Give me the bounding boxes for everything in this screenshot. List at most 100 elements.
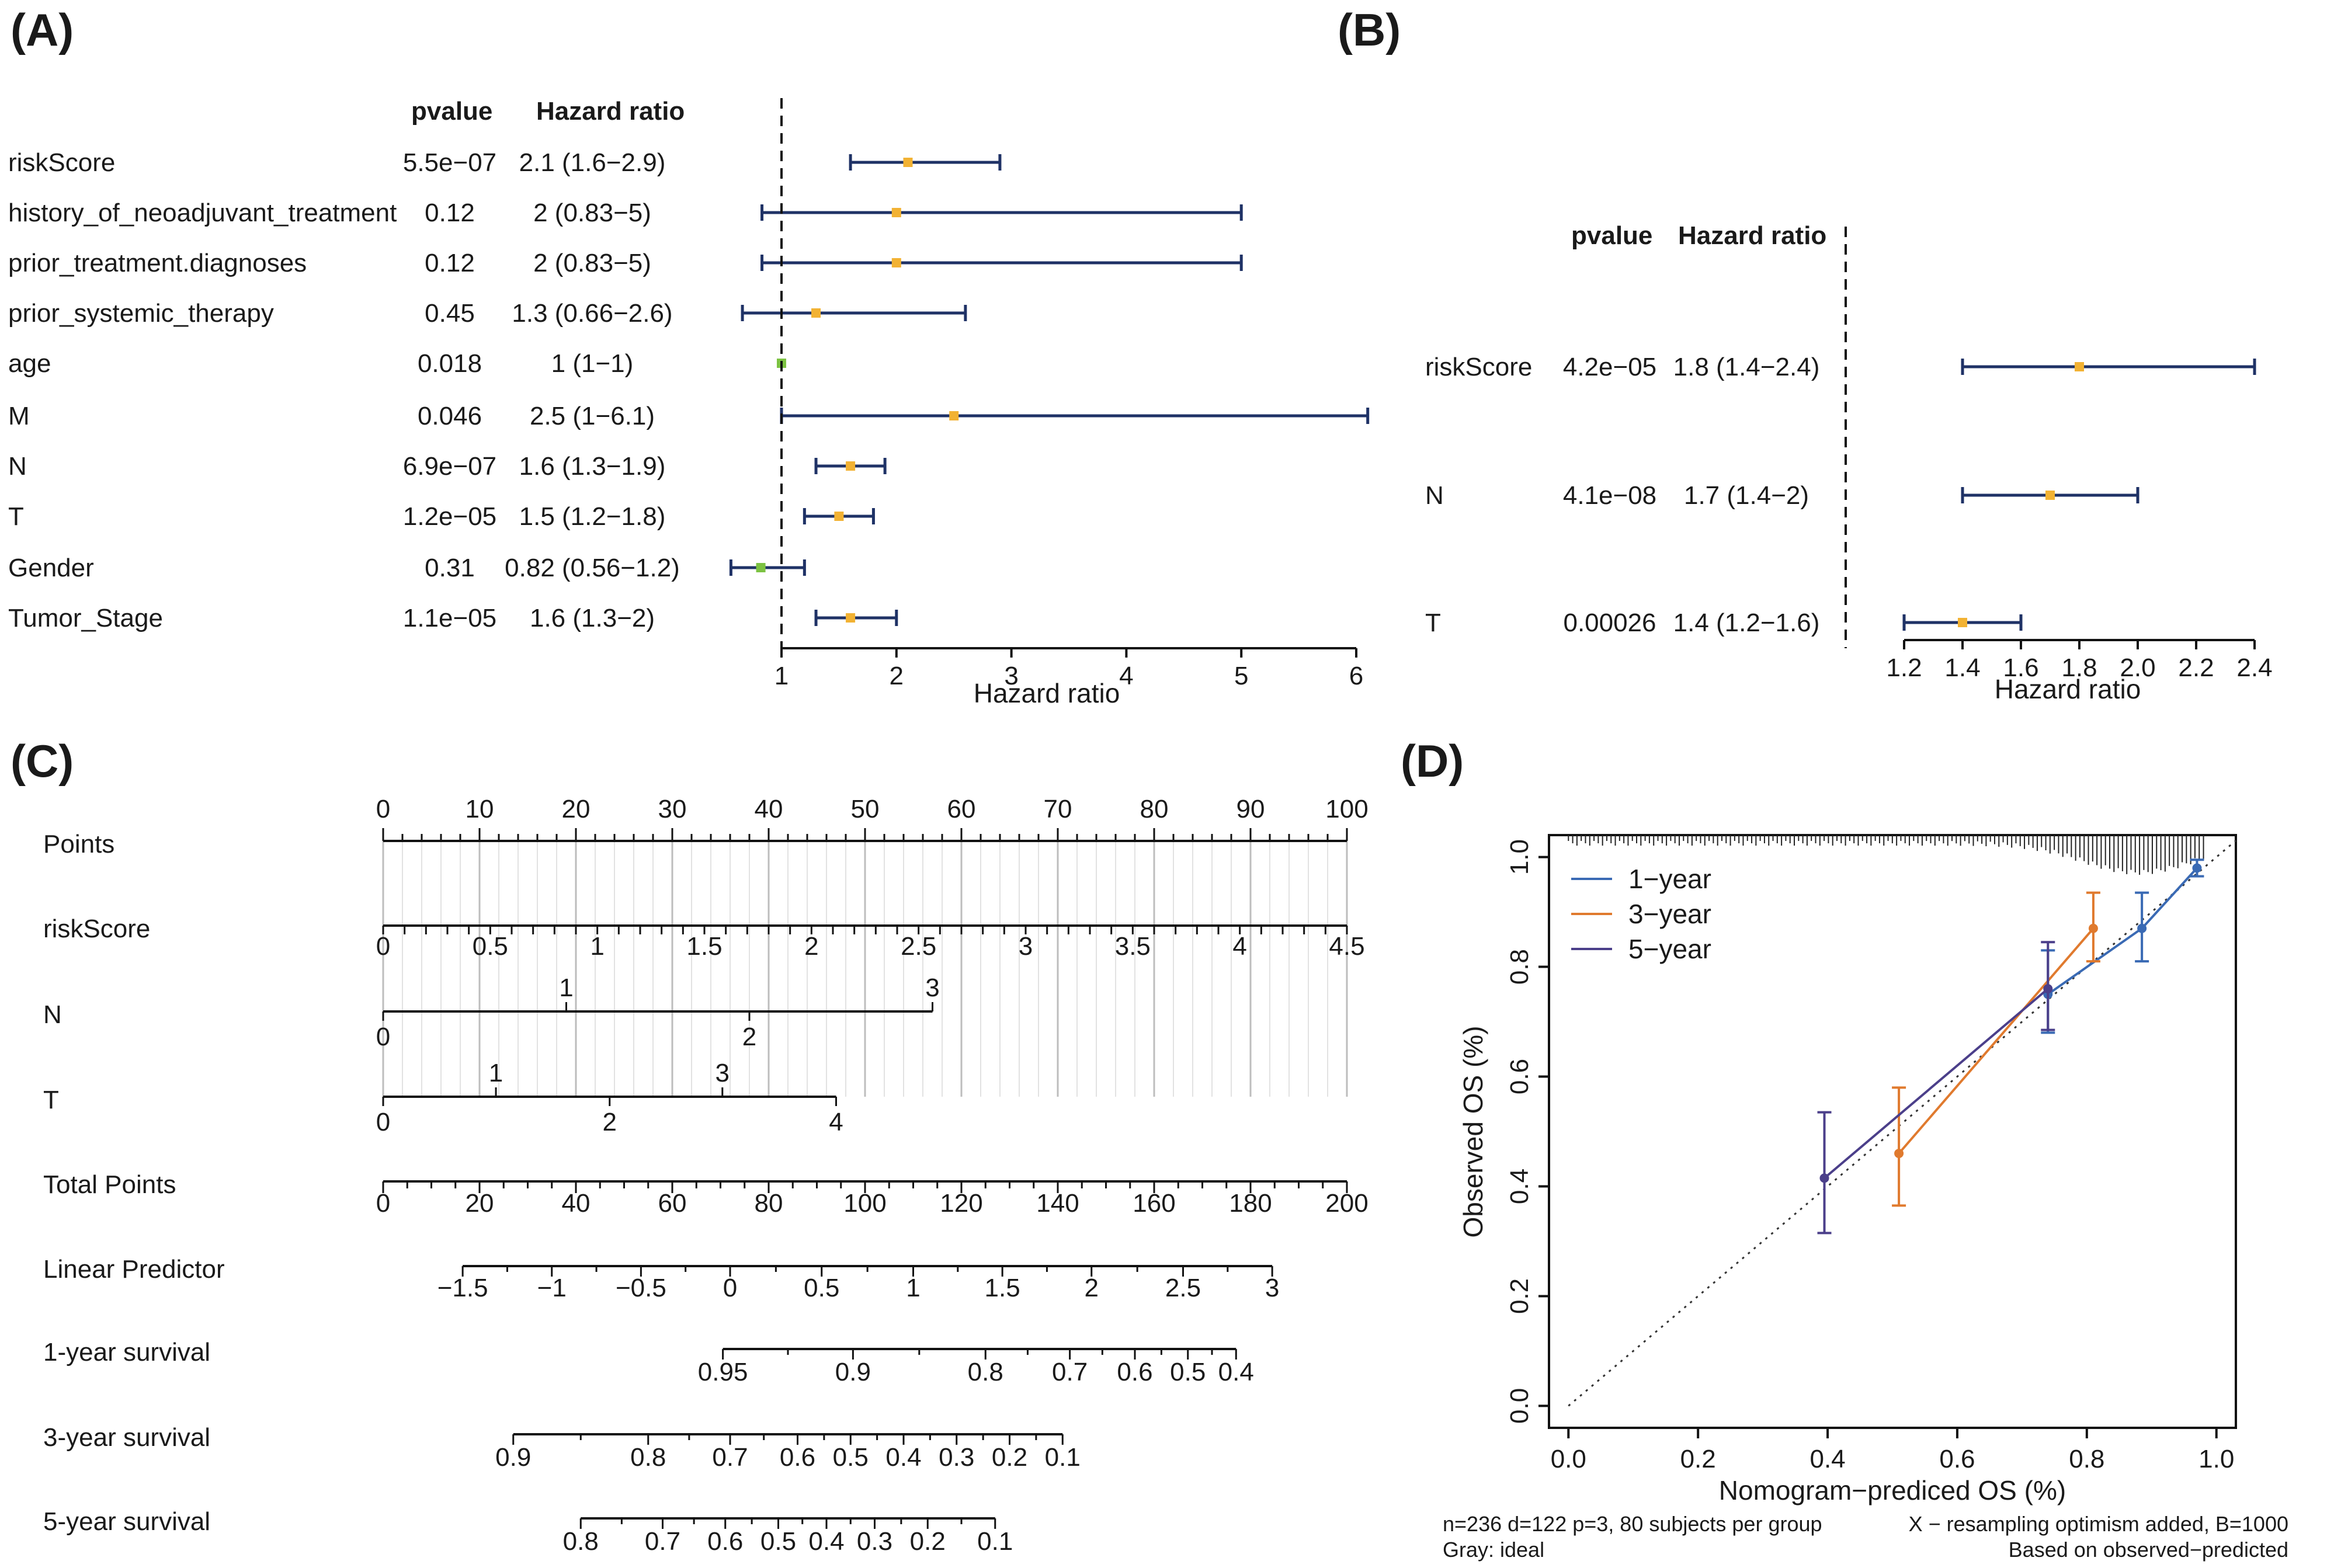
total-points-tick-label: 20 — [466, 1189, 494, 1218]
scale-tick-label: 2 — [1085, 1274, 1099, 1302]
footnote-left-1: n=236 d=122 p=3, 80 subjects per group — [1443, 1512, 1822, 1536]
scale-label: 1-year survival — [43, 1338, 210, 1367]
x-tick-label: 1.6 — [2003, 653, 2038, 682]
points-tick-label: 90 — [1237, 795, 1265, 823]
n-tick-label: 0 — [376, 1023, 390, 1051]
scale-tick-label: 0.2 — [910, 1527, 946, 1556]
row-hr-text: 1.6 (1.3−1.9) — [519, 452, 666, 481]
data-point — [2088, 923, 2098, 933]
row-pvalue: 4.1e−08 — [1563, 481, 1656, 510]
points-tick-label: 50 — [851, 795, 880, 823]
scale-tick-label: 0.2 — [992, 1443, 1027, 1472]
riskscore-tick-label: 0 — [376, 932, 390, 961]
points-tick-label: 20 — [562, 795, 591, 823]
x-tick-label: 0.2 — [1680, 1445, 1716, 1473]
series-line — [2047, 867, 2198, 996]
scale-tick-label: 0.1 — [977, 1527, 1013, 1556]
hr-point — [2045, 491, 2055, 500]
scale-label: 3-year survival — [43, 1423, 210, 1452]
x-tick-label: 2.2 — [2178, 653, 2214, 682]
riskscore-tick-label: 3.5 — [1115, 932, 1151, 961]
row-pvalue: 6.9e−07 — [403, 452, 496, 481]
scale-tick-label: 0.8 — [968, 1358, 1003, 1386]
riskscore-tick-label: 4.5 — [1329, 932, 1364, 961]
series-line — [1898, 927, 2095, 1155]
row-pvalue: 1.2e−05 — [403, 502, 496, 531]
scale-tick-label: 0.7 — [645, 1527, 680, 1556]
scale-tick-label: 0.9 — [495, 1443, 531, 1472]
hr-point — [834, 512, 844, 521]
row-hr-text: 2.5 (1−6.1) — [530, 402, 655, 430]
col-header-pvalue: pvalue — [411, 97, 492, 126]
points-tick-label: 70 — [1044, 795, 1072, 823]
row-hr-text: 2 (0.83−5) — [533, 249, 651, 277]
hr-point — [903, 158, 913, 167]
hr-point — [1958, 618, 1967, 627]
scale-tick-label: 0.8 — [563, 1527, 599, 1556]
row-hr-text: 0.82 (0.56−1.2) — [505, 554, 680, 582]
col-header-pvalue: pvalue — [1571, 221, 1652, 250]
x-tick-label: 0.6 — [1939, 1445, 1975, 1473]
scale-tick-label: 0.5 — [760, 1527, 796, 1556]
x-tick-label: 0.4 — [1809, 1445, 1845, 1473]
col-header-hr: Hazard ratio — [1678, 221, 1826, 250]
y-tick-label: 0.8 — [1505, 949, 1534, 985]
row-label: T — [8, 502, 24, 531]
total-points-tick-label: 160 — [1133, 1189, 1175, 1218]
scale-tick-label: 0.7 — [712, 1443, 748, 1472]
row-label: history_of_neoadjuvant_treatment — [8, 199, 397, 227]
scale-label-t: T — [43, 1086, 59, 1114]
points-tick-label: 60 — [947, 795, 976, 823]
hr-point — [756, 563, 766, 572]
scale-label-total-points: Total Points — [43, 1170, 176, 1199]
total-points-tick-label: 80 — [755, 1189, 783, 1218]
total-points-tick-label: 140 — [1036, 1189, 1079, 1218]
scale-tick-label: 0.1 — [1045, 1443, 1081, 1472]
scale-tick-label: 0.3 — [939, 1443, 974, 1472]
scale-tick-label: 0.3 — [857, 1527, 892, 1556]
row-label: N — [1425, 481, 1444, 510]
row-label: N — [8, 452, 27, 481]
scale-tick-label: 0.5 — [804, 1274, 839, 1302]
scale-label: 5-year survival — [43, 1507, 210, 1536]
footnote-right-1: X − resampling optimism added, B=1000 — [1909, 1512, 2288, 1536]
legend-label: 5−year — [1628, 934, 1711, 964]
y-tick-label: 0.6 — [1505, 1059, 1534, 1094]
n-tick-label: 1 — [559, 974, 573, 1002]
riskscore-tick-label: 0.5 — [473, 932, 508, 961]
scale-tick-label: 1 — [906, 1274, 920, 1302]
points-tick-label: 10 — [466, 795, 494, 823]
scale-tick-label: 0.6 — [780, 1443, 815, 1472]
riskscore-tick-label: 3 — [1019, 932, 1033, 961]
scale-tick-label: 0.7 — [1052, 1358, 1088, 1386]
y-tick-label: 0.4 — [1505, 1169, 1534, 1204]
row-pvalue: 0.31 — [425, 554, 475, 582]
row-label: riskScore — [1425, 353, 1532, 381]
scale-tick-label: 3 — [1265, 1274, 1279, 1302]
footnote-left-2: Gray: ideal — [1443, 1538, 1544, 1562]
row-label: Tumor_Stage — [8, 604, 163, 632]
row-pvalue: 0.046 — [418, 402, 482, 430]
x-axis-title: Nomogram−prediced OS (%) — [1719, 1475, 2066, 1506]
scale-tick-label: 0.4 — [808, 1527, 844, 1556]
n-tick-label: 3 — [925, 974, 939, 1002]
scale-tick-label: 2.5 — [1165, 1274, 1201, 1302]
y-tick-label: 0.0 — [1505, 1388, 1534, 1424]
row-hr-text: 1.4 (1.2−1.6) — [1673, 609, 1820, 637]
row-hr-text: 1.6 (1.3−2) — [530, 604, 655, 632]
x-axis-title: Hazard ratio — [1995, 674, 2141, 704]
x-tick-label: 6 — [1349, 662, 1363, 690]
x-tick-label: 1 — [774, 662, 789, 690]
riskscore-tick-label: 1 — [590, 932, 604, 961]
points-tick-label: 100 — [1325, 795, 1368, 823]
row-label: prior_treatment.diagnoses — [8, 249, 307, 277]
hr-point — [846, 461, 856, 471]
row-hr-text: 1 (1−1) — [551, 349, 634, 378]
legend-label: 1−year — [1628, 864, 1711, 894]
ideal-line — [1568, 840, 2236, 1407]
scale-tick-label: 0.4 — [1218, 1358, 1254, 1386]
footnote-right-2: Based on observed−predicted — [2009, 1538, 2288, 1562]
riskscore-tick-label: 1.5 — [686, 932, 722, 961]
